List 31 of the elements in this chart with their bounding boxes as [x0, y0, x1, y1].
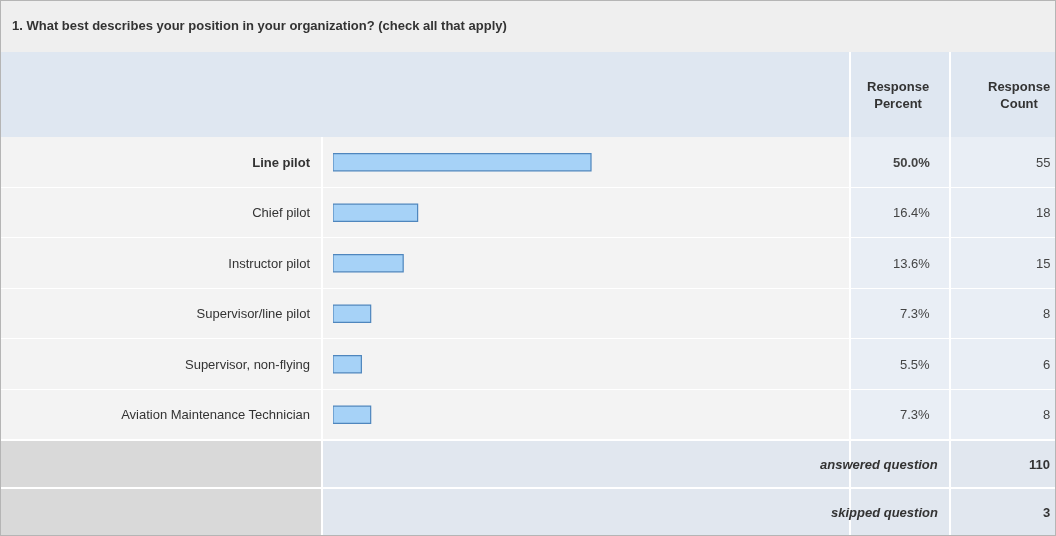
bar [333, 405, 372, 424]
data-label: 50.0% [893, 155, 931, 170]
y-tick-label: Instructor pilot [228, 255, 311, 271]
text: 6 [1043, 357, 1051, 372]
data-label: 16.4% [893, 205, 931, 220]
y-tick-label: Line pilot [252, 154, 311, 170]
text: 8 [1043, 306, 1051, 321]
data-label: 7.3% [900, 407, 931, 422]
bar [333, 254, 404, 273]
bar [333, 203, 419, 222]
bar [333, 153, 592, 172]
y-tick-label: Supervisor, non-flying [184, 356, 310, 372]
y-tick-label: Supervisor/line pilot [196, 306, 311, 322]
text: 110 [1029, 457, 1050, 472]
data-label: 7.3% [900, 306, 931, 321]
data-label: 5.5% [900, 357, 931, 372]
text: 8 [1043, 407, 1051, 422]
text: answered question [820, 457, 938, 472]
y-tick-label: Aviation Maintenance Technician [121, 407, 310, 423]
y-tick-label: Chief pilot [252, 205, 311, 221]
text: Response Percent [867, 79, 930, 111]
bar [333, 304, 372, 323]
text: Response Count [988, 79, 1051, 111]
bar [333, 355, 362, 374]
data-label: 13.6% [893, 256, 931, 271]
text: 3 [1043, 505, 1051, 520]
text: 15 [1036, 256, 1051, 271]
chart-title: 1. What best describes your position in your organization? (check all that apply) [12, 18, 507, 33]
text: skipped question [831, 505, 938, 520]
text: 18 [1036, 205, 1051, 220]
text: 55 [1036, 155, 1051, 170]
